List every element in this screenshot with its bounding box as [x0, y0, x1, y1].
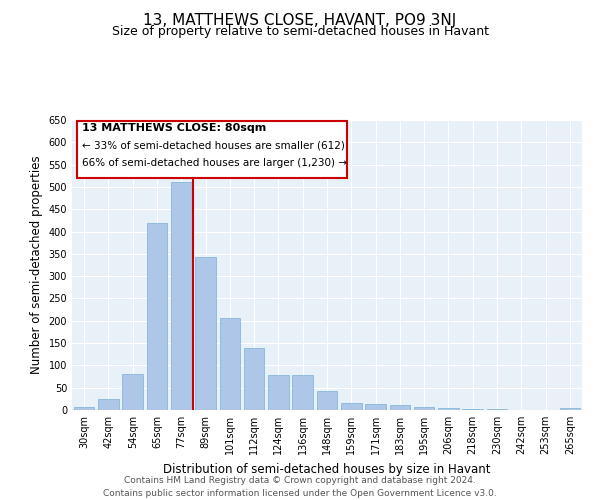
Text: 66% of semi-detached houses are larger (1,230) →: 66% of semi-detached houses are larger (… — [82, 158, 347, 168]
Bar — [268, 375, 289, 410]
Bar — [146, 222, 167, 410]
Bar — [292, 375, 313, 410]
Bar — [74, 407, 94, 410]
Bar — [171, 182, 191, 410]
Bar — [341, 404, 362, 410]
Text: 13, MATTHEWS CLOSE, HAVANT, PO9 3NJ: 13, MATTHEWS CLOSE, HAVANT, PO9 3NJ — [143, 12, 457, 28]
Bar — [560, 408, 580, 410]
Bar — [463, 408, 483, 410]
Text: Size of property relative to semi-detached houses in Havant: Size of property relative to semi-detach… — [112, 25, 488, 38]
Bar — [244, 348, 265, 410]
Bar — [220, 318, 240, 410]
Bar — [195, 257, 216, 410]
Bar — [438, 408, 459, 410]
Y-axis label: Number of semi-detached properties: Number of semi-detached properties — [30, 156, 43, 374]
Text: ← 33% of semi-detached houses are smaller (612): ← 33% of semi-detached houses are smalle… — [82, 140, 345, 150]
Bar — [98, 400, 119, 410]
X-axis label: Distribution of semi-detached houses by size in Havant: Distribution of semi-detached houses by … — [163, 462, 491, 475]
Bar — [487, 409, 508, 410]
FancyBboxPatch shape — [77, 122, 347, 178]
Bar — [389, 405, 410, 410]
Bar — [122, 374, 143, 410]
Bar — [317, 392, 337, 410]
Text: Contains HM Land Registry data © Crown copyright and database right 2024.
Contai: Contains HM Land Registry data © Crown c… — [103, 476, 497, 498]
Bar — [414, 407, 434, 410]
Text: 13 MATTHEWS CLOSE: 80sqm: 13 MATTHEWS CLOSE: 80sqm — [82, 123, 266, 133]
Bar — [365, 404, 386, 410]
